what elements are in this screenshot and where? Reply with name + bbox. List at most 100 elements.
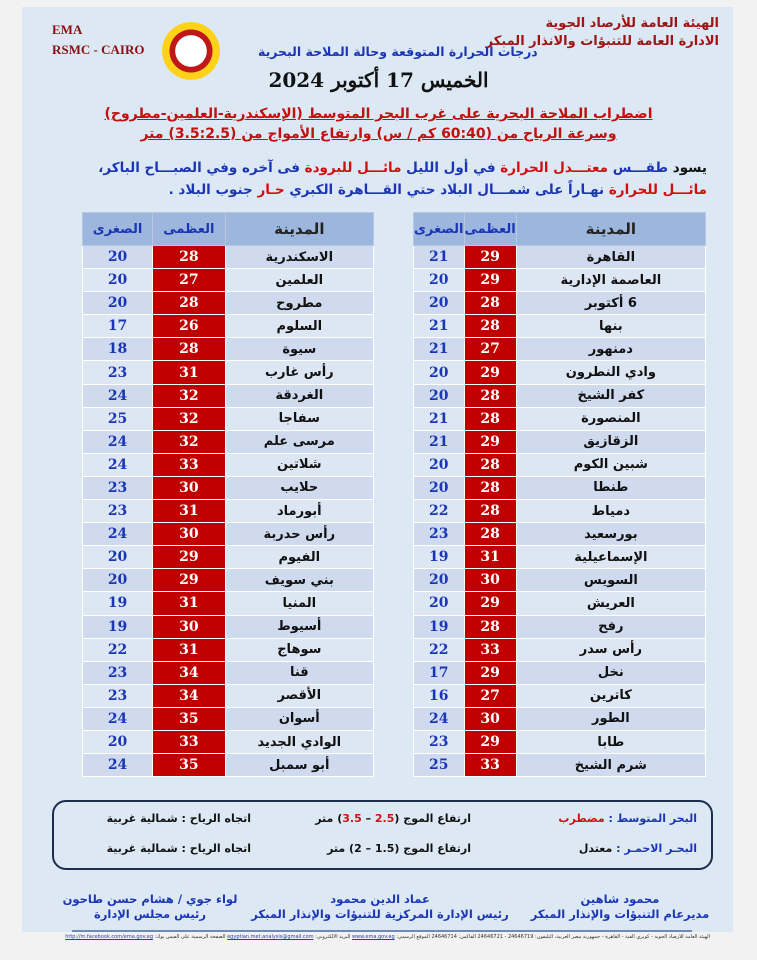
table-row: الأقصر 34 23	[81, 683, 375, 708]
cell-city: كفر الشيخ	[515, 383, 707, 408]
table-row: الاسكندرية 28 20	[81, 244, 375, 270]
table-row: الطور 30 24	[413, 706, 707, 731]
cell-city: دمياط	[515, 499, 707, 524]
table-row: رأس حدربة 30 24	[81, 522, 375, 547]
cell-min: 23	[413, 522, 465, 547]
ema-brand: EMA RSMC - CAIRO	[52, 20, 144, 60]
table-row: سفاجا 32 25	[81, 406, 375, 431]
cell-city: رأس غارب	[224, 360, 375, 385]
marine-warning-line1: اضطراب الملاحة البحرية على غرب البحر الم…	[104, 106, 653, 122]
cell-max: 29	[463, 660, 517, 685]
cell-max: 28	[463, 406, 517, 431]
cell-min: 23	[81, 360, 154, 385]
temperature-table-left: المدينة العظمى الصغرى الاسكندرية 28 20 العل…	[81, 212, 375, 778]
facebook-link[interactable]: http://m.facebook.com/ema.gov.eg	[65, 934, 154, 940]
cell-city: السويس	[515, 568, 707, 593]
cell-city: العلمين	[224, 268, 375, 293]
cell-max: 28	[463, 452, 517, 477]
cell-city: السلوم	[224, 314, 375, 339]
ema-text: EMA	[52, 22, 83, 37]
description-fragment: في أول الليل	[401, 160, 496, 176]
cell-city: نخل	[515, 660, 707, 685]
email-link[interactable]: egyptian.met.analysis@gmail.com	[227, 934, 314, 940]
description-fragment: مائـــل	[352, 160, 402, 176]
table-row: شرم الشيخ 33 25	[413, 753, 707, 778]
cell-max: 29	[463, 429, 517, 454]
cell-min: 17	[81, 314, 154, 339]
cell-max: 30	[152, 522, 226, 547]
header-min: الصغرى	[81, 212, 154, 246]
cell-max: 28	[152, 244, 226, 270]
cell-max: 28	[463, 383, 517, 408]
cell-min: 20	[413, 568, 465, 593]
cell-max: 27	[152, 268, 226, 293]
marine-warning-line2: وسرعة الرياح من (60:40 كم / س) وارتفاع ا…	[140, 126, 617, 142]
table-row: رأس سدر 33 22	[413, 637, 707, 662]
cell-min: 23	[413, 729, 465, 755]
cell-city: رأس سدر	[515, 637, 707, 662]
cell-min: 25	[413, 753, 465, 778]
cell-min: 21	[413, 244, 465, 270]
cell-max: 28	[152, 337, 226, 362]
cell-max: 34	[152, 683, 226, 708]
header-max: العظمى	[152, 212, 226, 246]
cell-min: 25	[81, 406, 154, 431]
table-row: مرسى علم 32 24	[81, 429, 375, 454]
weather-description-line1: يسود طقـــس معتـــدل الحرارة في أول اللي…	[98, 160, 707, 176]
cell-min: 20	[81, 268, 154, 293]
cell-max: 30	[152, 614, 226, 639]
cell-city: حلايب	[224, 475, 375, 501]
cell-min: 23	[81, 683, 154, 708]
table-row: مطروح 28 20	[81, 291, 375, 316]
cell-min: 21	[413, 429, 465, 454]
cell-city: الفيوم	[224, 545, 375, 570]
signature-3: لواء جوي / هشام حسن طاحون رئيس مجلس الإدا…	[62, 892, 238, 921]
signature-2: عماد الدين محمود رئيس الإدارة المركزية لل…	[251, 892, 509, 921]
cell-city: أبورماد	[224, 499, 375, 524]
cell-max: 33	[152, 452, 226, 477]
table-row: أسوان 35 24	[81, 706, 375, 731]
cell-min: 20	[81, 244, 154, 270]
sea-label: البحـر الاحمـر :	[612, 842, 697, 855]
cell-city: شرم الشيخ	[515, 753, 707, 778]
cell-city: شبين الكوم	[515, 452, 707, 477]
header-min: الصغرى	[413, 212, 465, 246]
cell-max: 31	[152, 591, 226, 616]
cell-max: 26	[152, 314, 226, 339]
cell-min: 24	[81, 522, 154, 547]
cell-city: دمنهور	[515, 337, 707, 362]
table-row: العريش 29 20	[413, 591, 707, 616]
cell-city: طنطا	[515, 475, 707, 501]
cell-max: 31	[152, 637, 226, 662]
signatures: محمود شاهين مديرعام التنبؤات والإنذار الم…	[0, 892, 757, 932]
cell-min: 20	[413, 268, 465, 293]
cell-city: أسوان	[224, 706, 375, 731]
cell-city: سيوة	[224, 337, 375, 362]
bulletin-date: الخميس 17 أكتوبر 2024	[268, 68, 489, 92]
cell-city: الوادي الجديد	[224, 729, 375, 755]
cell-min: 18	[81, 337, 154, 362]
header-max: العظمى	[463, 212, 517, 246]
cell-min: 20	[81, 545, 154, 570]
cell-city: العاصمة الإدارية	[515, 268, 707, 293]
cell-min: 24	[81, 429, 154, 454]
footer-contact: الهيئة العامة للأرصاد الجوية - كوبري الق…	[65, 934, 710, 940]
cell-max: 32	[152, 429, 226, 454]
cell-city: شلاتين	[224, 452, 375, 477]
table-row: 6 أكتوبر 28 20	[413, 291, 707, 316]
cell-max: 29	[152, 568, 226, 593]
table-row: الفيوم 29 20	[81, 545, 375, 570]
cell-max: 28	[463, 522, 517, 547]
website-link[interactable]: www.ema.gov.eg	[351, 934, 395, 940]
cell-max: 29	[463, 268, 517, 293]
description-fragment: مائـــل	[657, 182, 707, 198]
description-fragment: معتـــدل الحرارة	[495, 160, 609, 176]
cell-min: 21	[413, 337, 465, 362]
description-fragment: للبرودة	[299, 160, 353, 176]
sea-state: مضطرب	[558, 812, 605, 825]
cell-max: 27	[463, 337, 517, 362]
table-row: سيوة 28 18	[81, 337, 375, 362]
cell-city: الاسكندرية	[224, 244, 375, 270]
cell-min: 19	[81, 614, 154, 639]
description-fragment: نهـاراً على شمـــال البلاد حتي القـــاهر…	[284, 182, 605, 198]
